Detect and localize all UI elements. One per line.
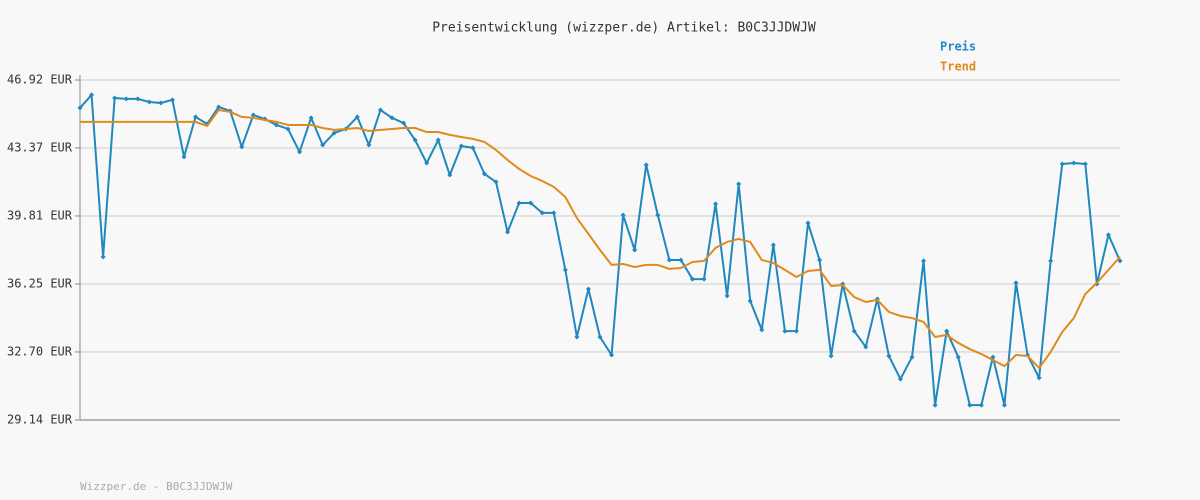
point-marker	[747, 298, 753, 304]
point-marker	[978, 402, 984, 408]
point-marker	[944, 328, 950, 334]
point-marker	[886, 353, 892, 359]
point-marker	[713, 201, 719, 207]
point-marker	[389, 115, 395, 121]
point-marker	[470, 145, 476, 151]
point-marker	[481, 171, 487, 177]
y-tick-label: 32.70 EUR	[7, 344, 73, 358]
point-marker	[782, 328, 788, 334]
point-marker	[921, 258, 927, 264]
point-marker	[285, 126, 291, 132]
point-marker	[666, 257, 672, 263]
footer: Wizzper.de - B0C3JJDWJW	[80, 480, 233, 493]
point-marker	[597, 334, 603, 340]
point-marker	[897, 376, 903, 382]
point-marker	[308, 115, 314, 121]
point-marker	[620, 212, 626, 218]
point-marker	[805, 220, 811, 226]
point-marker	[770, 242, 776, 248]
point-marker	[1048, 258, 1054, 264]
y-tick-label: 29.14 EUR	[7, 413, 73, 427]
point-marker	[1071, 160, 1077, 166]
point-marker	[562, 267, 568, 273]
point-marker	[585, 286, 591, 292]
y-tick-label: 46.92 EUR	[7, 73, 73, 87]
point-marker	[424, 160, 430, 166]
point-marker	[239, 144, 245, 150]
point-marker	[158, 100, 164, 106]
point-marker	[458, 143, 464, 149]
point-marker	[736, 181, 742, 187]
point-marker	[123, 96, 129, 102]
point-marker	[377, 107, 383, 113]
point-marker	[320, 142, 326, 148]
point-marker	[655, 212, 661, 218]
point-marker	[909, 354, 915, 360]
point-marker	[793, 328, 799, 334]
point-marker	[447, 172, 453, 178]
y-tick-label: 36.25 EUR	[7, 277, 73, 291]
point-marker	[955, 354, 961, 360]
point-marker	[701, 276, 707, 282]
point-marker	[493, 179, 499, 185]
point-marker	[169, 97, 175, 103]
point-marker	[863, 344, 869, 350]
point-marker	[817, 257, 823, 263]
point-marker	[89, 92, 95, 98]
point-marker	[412, 137, 418, 143]
point-marker	[100, 254, 106, 260]
point-marker	[528, 200, 534, 206]
point-marker	[1001, 402, 1007, 408]
point-marker	[516, 200, 522, 206]
point-marker	[366, 142, 372, 148]
point-marker	[678, 257, 684, 263]
point-marker	[146, 99, 152, 105]
point-marker	[505, 229, 511, 235]
point-marker	[250, 112, 256, 118]
point-marker	[609, 352, 615, 358]
point-marker	[967, 402, 973, 408]
point-marker	[689, 276, 695, 282]
point-marker	[551, 210, 557, 216]
point-marker	[1059, 161, 1065, 167]
point-marker	[435, 137, 441, 143]
point-marker	[77, 105, 83, 111]
point-marker	[331, 130, 337, 136]
point-marker	[135, 96, 141, 102]
point-marker	[632, 247, 638, 253]
point-marker	[401, 120, 407, 126]
point-marker	[643, 162, 649, 168]
point-marker	[112, 95, 118, 101]
point-marker	[1036, 375, 1042, 381]
point-marker	[539, 210, 545, 216]
point-marker	[193, 114, 199, 120]
point-marker	[932, 402, 938, 408]
point-marker	[1105, 232, 1111, 238]
point-marker	[216, 104, 222, 110]
point-marker	[574, 334, 580, 340]
y-tick-label: 43.37 EUR	[7, 140, 73, 154]
point-marker	[1082, 161, 1088, 167]
legend-entry: Preis	[940, 40, 976, 54]
legend-entry: Trend	[940, 60, 976, 74]
point-marker	[181, 154, 187, 160]
point-marker	[724, 293, 730, 299]
point-marker	[828, 353, 834, 359]
point-marker	[273, 122, 279, 128]
point-marker	[297, 149, 303, 155]
point-marker	[759, 327, 765, 333]
point-marker	[354, 114, 360, 120]
series-line	[80, 109, 1121, 369]
y-tick-label: 39.81 EUR	[7, 208, 73, 222]
chart-title: Preisentwicklung (wizzper.de) Artikel: B…	[432, 21, 816, 36]
point-marker	[1013, 280, 1019, 286]
point-marker	[851, 328, 857, 334]
